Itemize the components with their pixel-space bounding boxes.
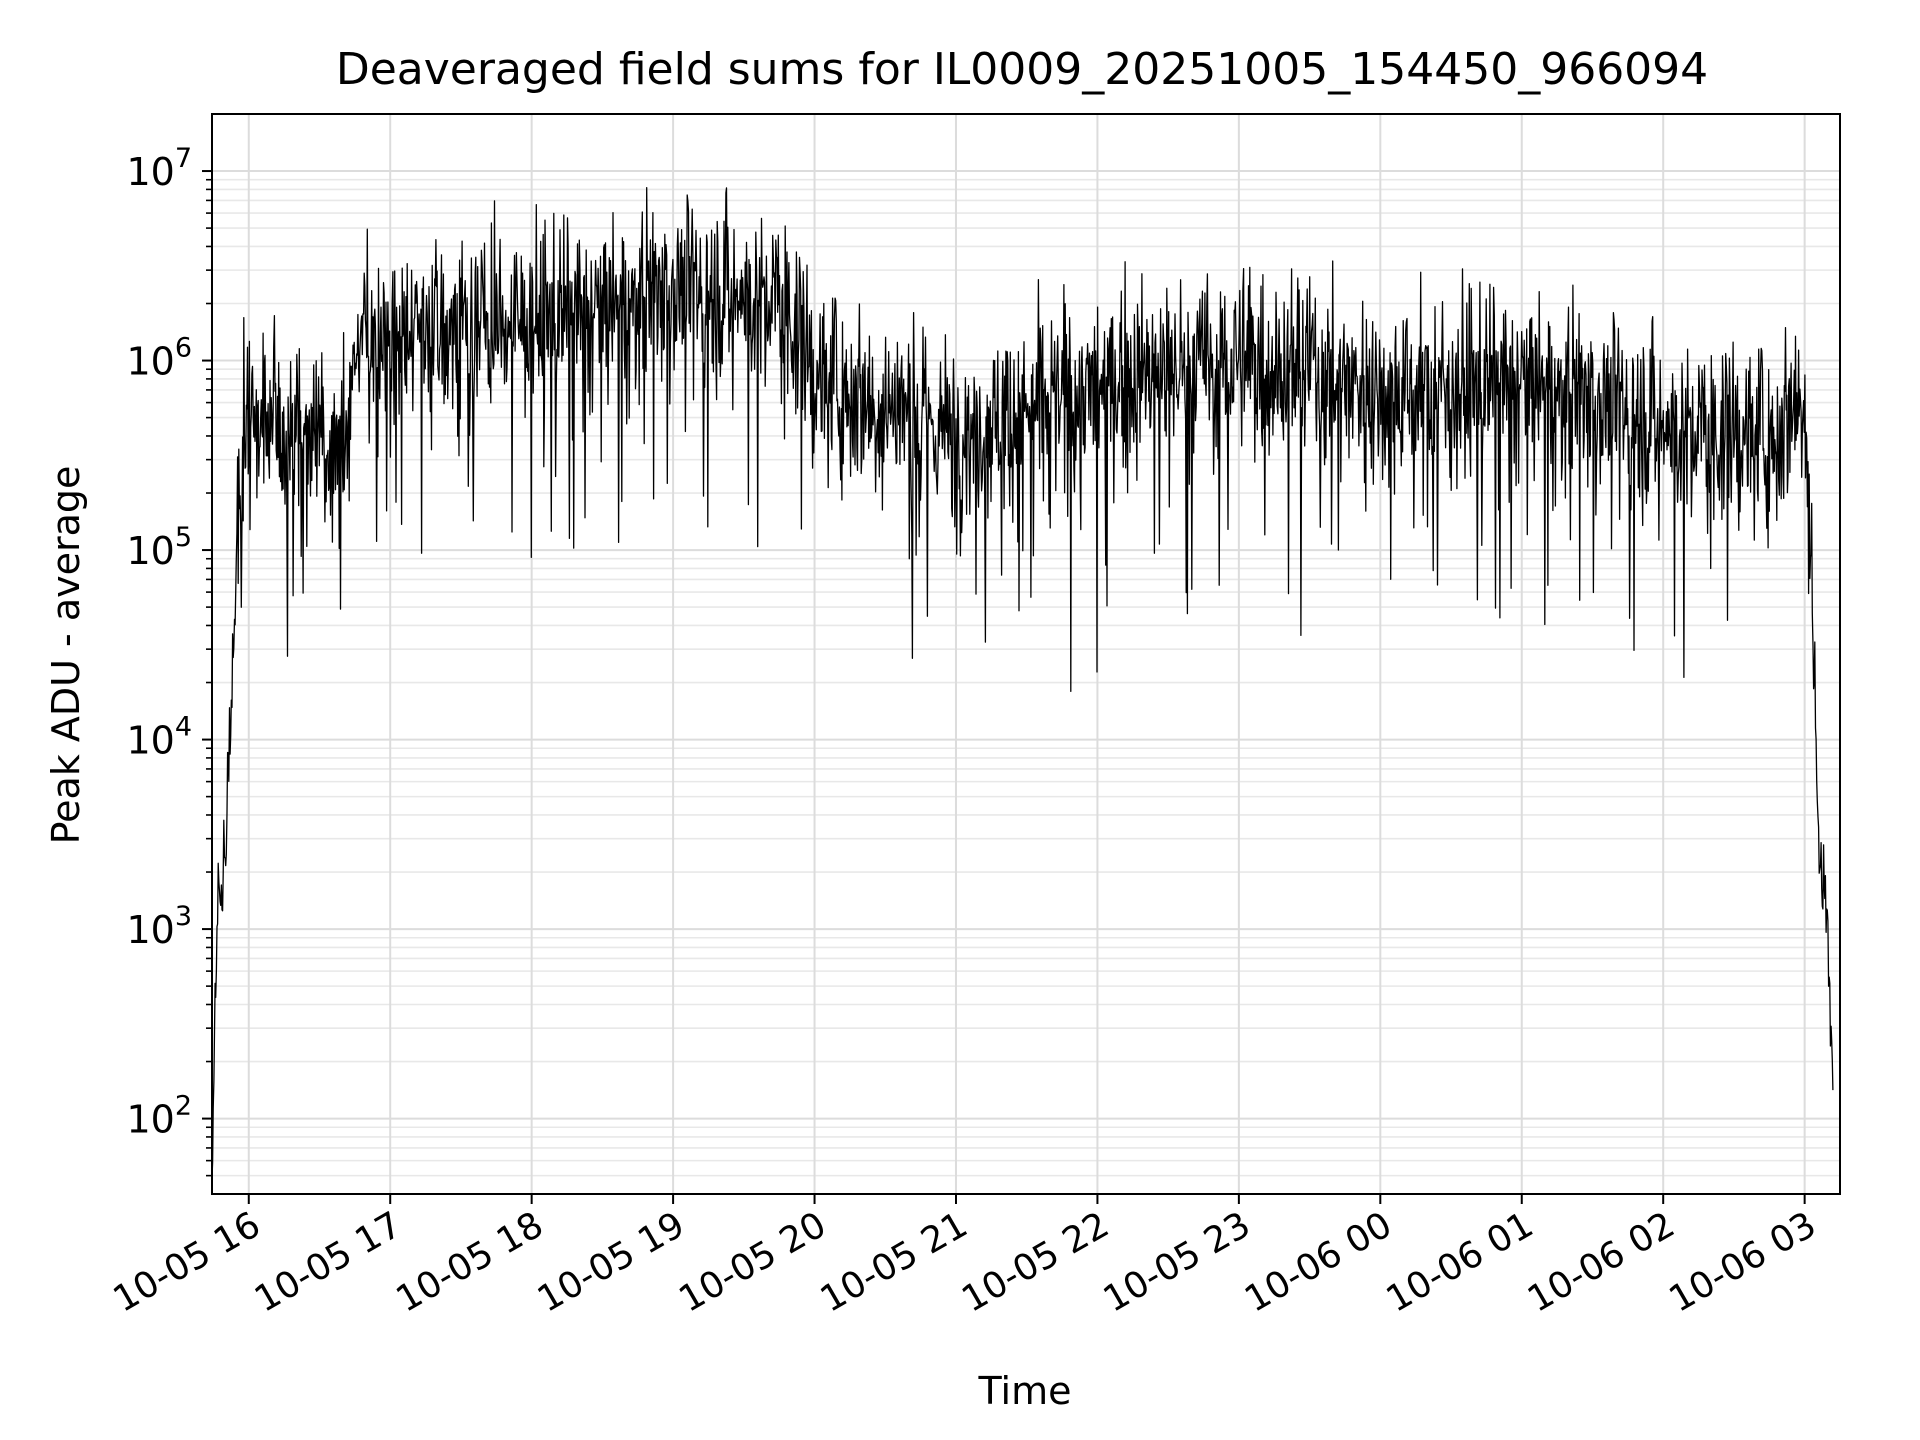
y-tick-label: 103 (126, 901, 192, 952)
data-series-line (211, 187, 1834, 1179)
y-tick-label: 102 (126, 1091, 192, 1142)
chart-title: Deaveraged field sums for IL0009_2025100… (336, 44, 1708, 95)
axes-frame (211, 113, 1841, 1195)
y-axis-label: Peak ADU - average (44, 466, 88, 845)
y-axis: 102 103 104 105 106 107 (126, 143, 212, 1177)
x-axis-label: Time (978, 1369, 1072, 1413)
plot-area (211, 187, 1834, 1179)
y-tick-label: 107 (126, 143, 192, 194)
y-tick-label: 104 (126, 712, 192, 763)
y-tick-label: 105 (126, 522, 192, 573)
y-tick-label: 106 (126, 333, 192, 384)
